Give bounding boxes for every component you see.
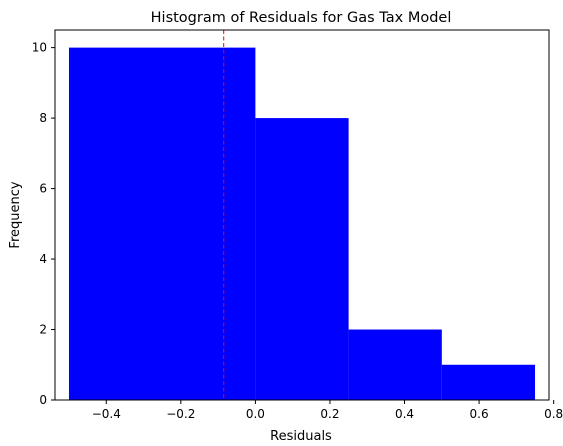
histogram-bar (441, 364, 536, 400)
y-tick-label: 8 (39, 111, 47, 125)
histogram-bar (348, 329, 442, 400)
x-tick-label: −0.2 (166, 407, 195, 421)
y-tick-label: 10 (32, 41, 47, 55)
x-tick-label: 0.0 (246, 407, 265, 421)
plot-frame (54, 29, 550, 401)
y-tick-label: 0 (39, 393, 47, 407)
x-tick-label: −0.4 (92, 407, 121, 421)
y-tick-label: 2 (39, 323, 47, 337)
x-tick-label: 0.6 (470, 407, 489, 421)
y-tick-label: 4 (39, 252, 47, 266)
y-axis-ticks: 0 2 4 6 8 10 (32, 41, 55, 407)
x-tick-label: 0.8 (544, 407, 563, 421)
bars-group (68, 47, 536, 400)
histogram-bar (68, 47, 256, 400)
x-axis-ticks: −0.4 −0.2 0.0 0.2 0.4 0.6 0.8 (92, 400, 563, 421)
x-axis-label: Residuals (270, 429, 332, 444)
x-tick-label: 0.2 (320, 407, 339, 421)
y-tick-label: 6 (39, 182, 47, 196)
y-axis-label: Frequency (8, 181, 23, 248)
chart-title: Histogram of Residuals for Gas Tax Model (151, 10, 452, 26)
x-tick-label: 0.4 (395, 407, 414, 421)
histogram-bar (255, 118, 349, 400)
